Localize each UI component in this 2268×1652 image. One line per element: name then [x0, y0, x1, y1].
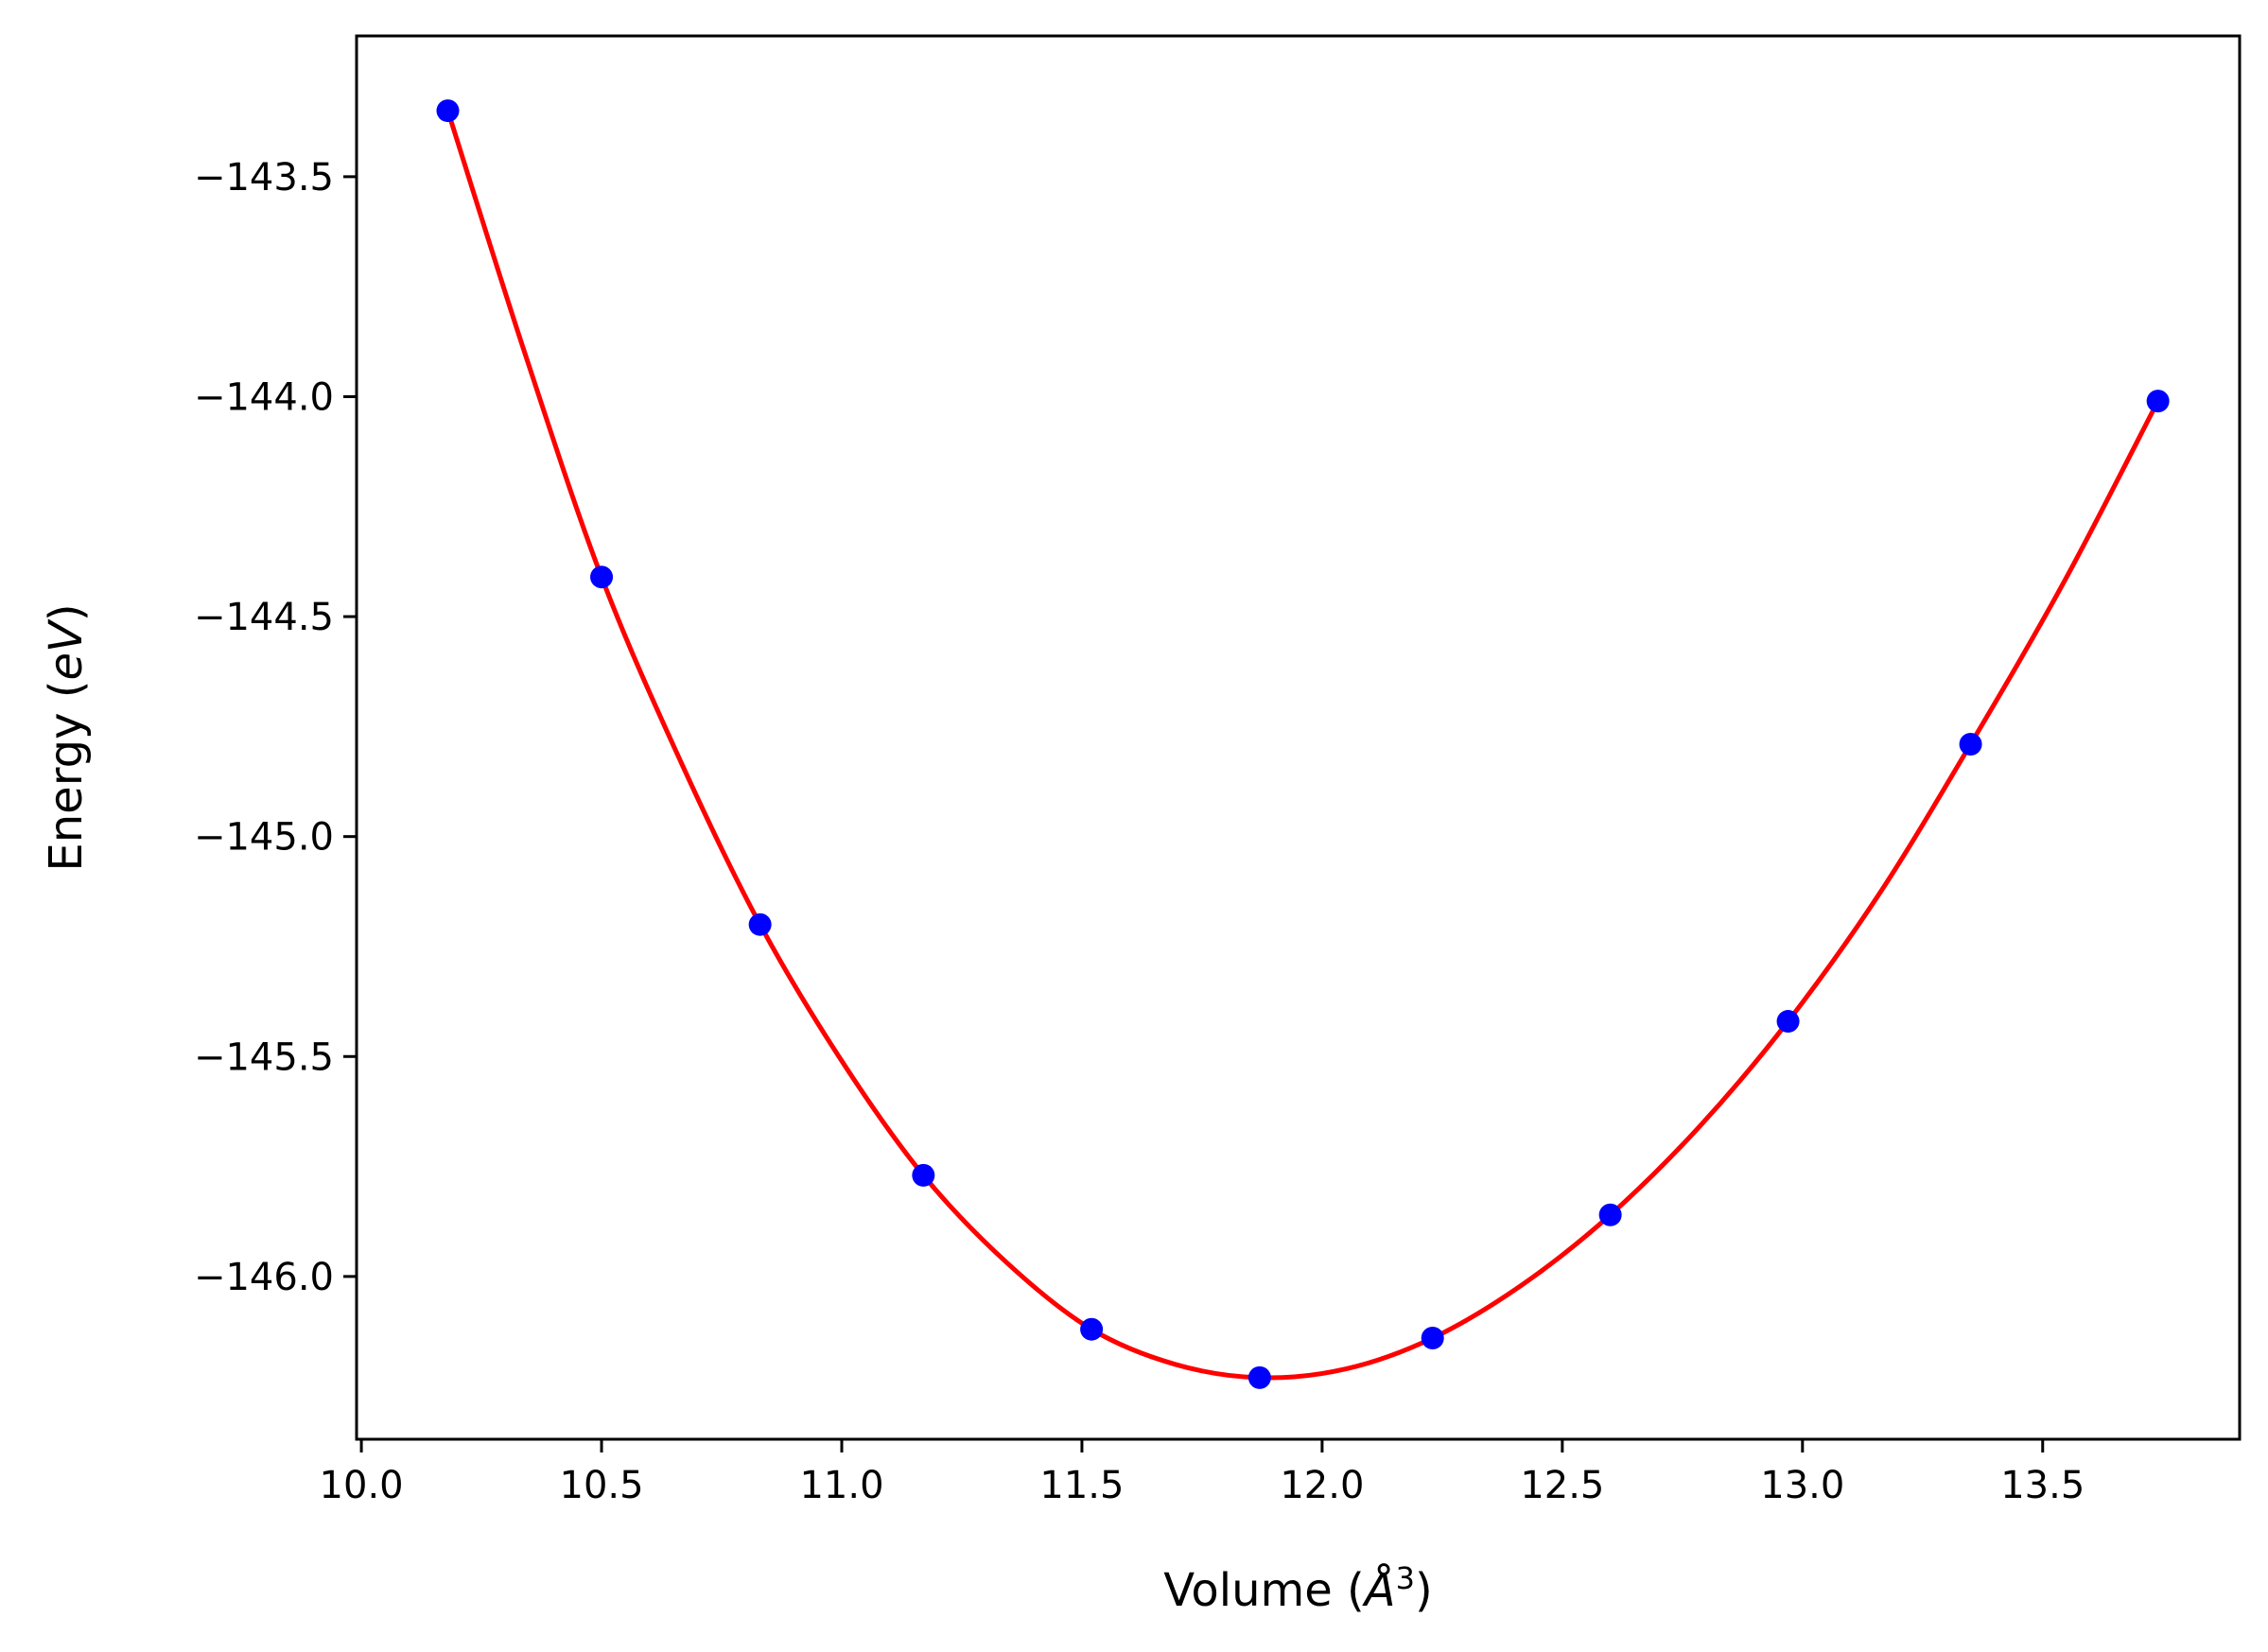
y-axis-label-main: Energy ( — [40, 681, 93, 872]
x-axis-label-symbol: Å — [1362, 1563, 1396, 1617]
x-axis-ticks: 10.0 10.5 11.0 11.5 12.0 12.5 13.0 13.5 — [320, 1439, 2085, 1507]
x-axis-label: Volume (Å3) — [1163, 1560, 1432, 1617]
y-axis-label-italic: eV — [40, 618, 93, 681]
x-tick-label: 12.5 — [1520, 1464, 1604, 1507]
data-point — [1598, 1203, 1622, 1226]
data-point — [748, 913, 772, 936]
y-axis-label-close: ) — [40, 603, 93, 621]
data-point — [1080, 1317, 1104, 1341]
x-tick-label: 10.0 — [320, 1464, 404, 1507]
data-point — [1247, 1365, 1271, 1389]
fit-curve — [445, 108, 2161, 1381]
y-tick-label: −145.0 — [194, 816, 334, 860]
x-tick-label: 13.0 — [1760, 1464, 1844, 1507]
x-tick-label: 10.5 — [560, 1464, 644, 1507]
x-axis-label-sup: 3 — [1396, 1560, 1415, 1596]
x-tick-label: 12.0 — [1280, 1464, 1364, 1507]
y-tick-label: −146.0 — [194, 1256, 334, 1299]
data-points — [436, 99, 2170, 1389]
data-point — [436, 99, 460, 123]
x-tick-label: 13.5 — [2000, 1464, 2085, 1507]
data-point — [1959, 732, 1982, 756]
y-tick-label: −144.0 — [194, 375, 334, 419]
x-tick-label: 11.0 — [799, 1464, 883, 1507]
data-point — [1776, 1010, 1800, 1034]
y-tick-label: −144.5 — [194, 596, 334, 639]
x-tick-label: 11.5 — [1039, 1464, 1124, 1507]
y-axis-label: Energy (eV) — [40, 603, 93, 871]
data-point — [1421, 1327, 1444, 1350]
data-point — [2146, 390, 2170, 413]
data-point — [590, 565, 614, 589]
data-point — [912, 1163, 935, 1187]
y-axis-ticks: −143.5 −144.0 −144.5 −145.0 −145.5 −146.0 — [194, 156, 357, 1299]
plot-area: 10.0 10.5 11.0 11.5 12.0 12.5 13.0 13.5 −143.5−… — [194, 34, 2242, 1507]
axes-frame — [355, 34, 2242, 1441]
y-tick-label: −145.5 — [194, 1035, 334, 1079]
x-axis-label-main: Volume ( — [1163, 1564, 1365, 1617]
x-axis-label-close: ) — [1415, 1564, 1433, 1617]
y-tick-label: −143.5 — [194, 156, 334, 200]
